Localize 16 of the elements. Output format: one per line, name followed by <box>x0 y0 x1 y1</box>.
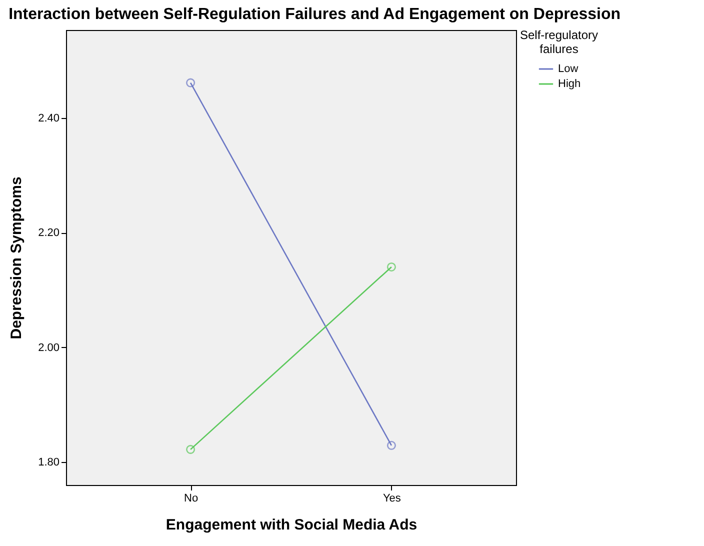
point <box>386 440 396 450</box>
y-tick-label: 1.80 <box>38 456 60 469</box>
point <box>186 444 196 454</box>
x-tick-label: Yes <box>382 492 402 504</box>
y-tick-label: 2.20 <box>38 227 60 240</box>
y-tick-label: 2.00 <box>38 342 60 354</box>
x-tick-label: No <box>184 492 198 504</box>
legend-label: High <box>558 78 581 90</box>
legend-title: Self-regulatory failures <box>520 28 598 56</box>
legend-label: Low <box>558 63 578 75</box>
chart-title: Interaction between Self-Regulation Failures and Ad Engagement on Depression <box>8 6 621 23</box>
point <box>386 262 396 272</box>
y-axis-title: Depression Symptoms <box>8 176 26 340</box>
point <box>186 78 196 88</box>
x-axis-title: Engagement with Social Media Ads <box>166 516 418 534</box>
y-tick-label: 2.40 <box>38 112 60 124</box>
